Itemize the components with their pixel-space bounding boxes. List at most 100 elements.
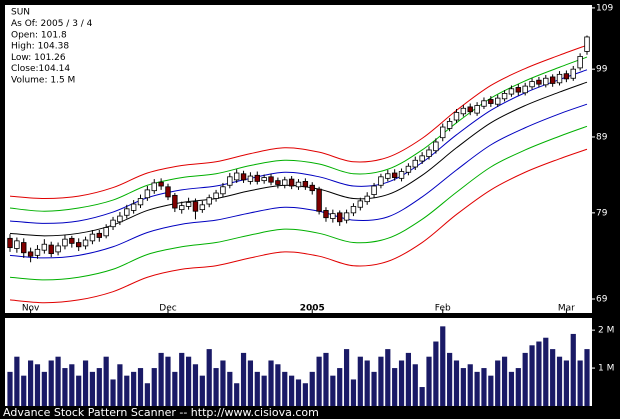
candle-body bbox=[378, 176, 384, 186]
volume-bar bbox=[295, 379, 302, 406]
candle-body bbox=[240, 173, 247, 181]
candle-body bbox=[385, 173, 391, 179]
candle-body bbox=[488, 99, 494, 104]
volume-bar bbox=[247, 360, 254, 406]
volume-bar bbox=[55, 356, 61, 406]
candle-body bbox=[501, 93, 508, 100]
volume-bar bbox=[213, 368, 219, 406]
candle-body bbox=[343, 212, 350, 221]
volume-bar bbox=[131, 371, 137, 406]
candle-body bbox=[275, 180, 281, 185]
x-tick-label: Dec bbox=[159, 304, 176, 314]
candle-body bbox=[75, 242, 82, 248]
info-line: Close:104.14 bbox=[11, 64, 70, 74]
footer: Advance Stock Pattern Scanner -- http://… bbox=[3, 406, 319, 419]
volume-bar bbox=[28, 360, 34, 406]
x-tick-label: Nov bbox=[22, 304, 40, 314]
candle-body bbox=[323, 210, 329, 219]
volume-bar bbox=[14, 356, 20, 406]
info-line: Volume: 1.5 M bbox=[11, 76, 75, 86]
y-tick-label: 109 bbox=[596, 3, 613, 13]
volume-bar bbox=[488, 375, 494, 406]
volume-bar bbox=[172, 371, 178, 406]
volume-bar bbox=[323, 352, 329, 406]
volume-bar bbox=[206, 349, 212, 406]
candle-body bbox=[110, 219, 116, 228]
candle-body bbox=[27, 251, 34, 257]
candle-body bbox=[453, 112, 460, 121]
volume-bar bbox=[330, 375, 336, 406]
volume-bar bbox=[62, 368, 68, 406]
volume-bar bbox=[268, 360, 274, 406]
volume-bar bbox=[282, 371, 288, 406]
volume-bar bbox=[96, 368, 102, 406]
info-line: Open: 101.8 bbox=[11, 30, 67, 40]
candle-body bbox=[137, 198, 144, 206]
volume-bar bbox=[21, 375, 27, 406]
candle-body bbox=[391, 172, 398, 178]
volume-bar bbox=[117, 364, 123, 406]
volume-bar bbox=[536, 341, 542, 406]
volume-bar bbox=[275, 364, 281, 406]
candle-body bbox=[495, 97, 501, 105]
volume-bar bbox=[350, 379, 357, 406]
volume-bar bbox=[309, 371, 315, 406]
volume-bar bbox=[563, 360, 569, 406]
volume-bar bbox=[426, 356, 432, 406]
volume-bar bbox=[357, 356, 363, 406]
candle-body bbox=[584, 36, 590, 52]
volume-bar bbox=[529, 345, 535, 406]
volume-bar bbox=[7, 371, 13, 406]
volume-bar bbox=[124, 375, 130, 406]
volume-bar bbox=[501, 356, 508, 406]
volume-bar bbox=[254, 371, 260, 406]
volume-bar bbox=[412, 364, 418, 406]
candle-body bbox=[522, 85, 528, 94]
volume-bar bbox=[481, 368, 487, 406]
candle-body bbox=[337, 212, 343, 223]
candle-body bbox=[62, 238, 68, 247]
candle-body bbox=[199, 204, 206, 211]
candle-body bbox=[508, 88, 515, 95]
candle-body bbox=[206, 197, 212, 205]
candle-body bbox=[41, 243, 48, 251]
candle-body bbox=[261, 177, 267, 182]
candle-body bbox=[254, 174, 260, 182]
volume-bar bbox=[543, 337, 549, 406]
candle-body bbox=[14, 240, 20, 249]
volume-bar bbox=[103, 356, 109, 406]
candle-body bbox=[433, 141, 439, 152]
band-line bbox=[9, 125, 588, 281]
x-tick-label: Feb bbox=[435, 304, 451, 314]
candle-body bbox=[96, 232, 102, 238]
volume-bar bbox=[556, 356, 563, 406]
volume-bar bbox=[405, 352, 412, 406]
candle-body bbox=[570, 68, 576, 79]
band-line bbox=[9, 56, 588, 212]
candle-body bbox=[179, 205, 185, 211]
volume-bar bbox=[185, 356, 192, 406]
candle-body bbox=[247, 175, 254, 182]
candle-body bbox=[69, 237, 75, 244]
volume-bar bbox=[419, 387, 425, 406]
volume-bar bbox=[82, 360, 89, 406]
volume-bar bbox=[474, 371, 480, 406]
volume-bar bbox=[34, 364, 41, 406]
y-tick-label: 89 bbox=[596, 132, 608, 142]
candle-body bbox=[357, 200, 364, 208]
candle-body bbox=[55, 245, 61, 253]
candle-body bbox=[82, 239, 89, 247]
volume-bar bbox=[144, 383, 150, 406]
candle-body bbox=[364, 195, 370, 203]
candle-body bbox=[89, 233, 96, 242]
volume-tick-label: 1 M bbox=[598, 364, 614, 374]
candle-body bbox=[295, 181, 302, 188]
y-tick-label: 79 bbox=[596, 208, 608, 218]
volume-bar bbox=[584, 349, 590, 406]
candle-body bbox=[426, 149, 432, 157]
candle-body bbox=[330, 213, 336, 219]
candle-body bbox=[577, 56, 583, 69]
volume-bar bbox=[289, 375, 295, 406]
